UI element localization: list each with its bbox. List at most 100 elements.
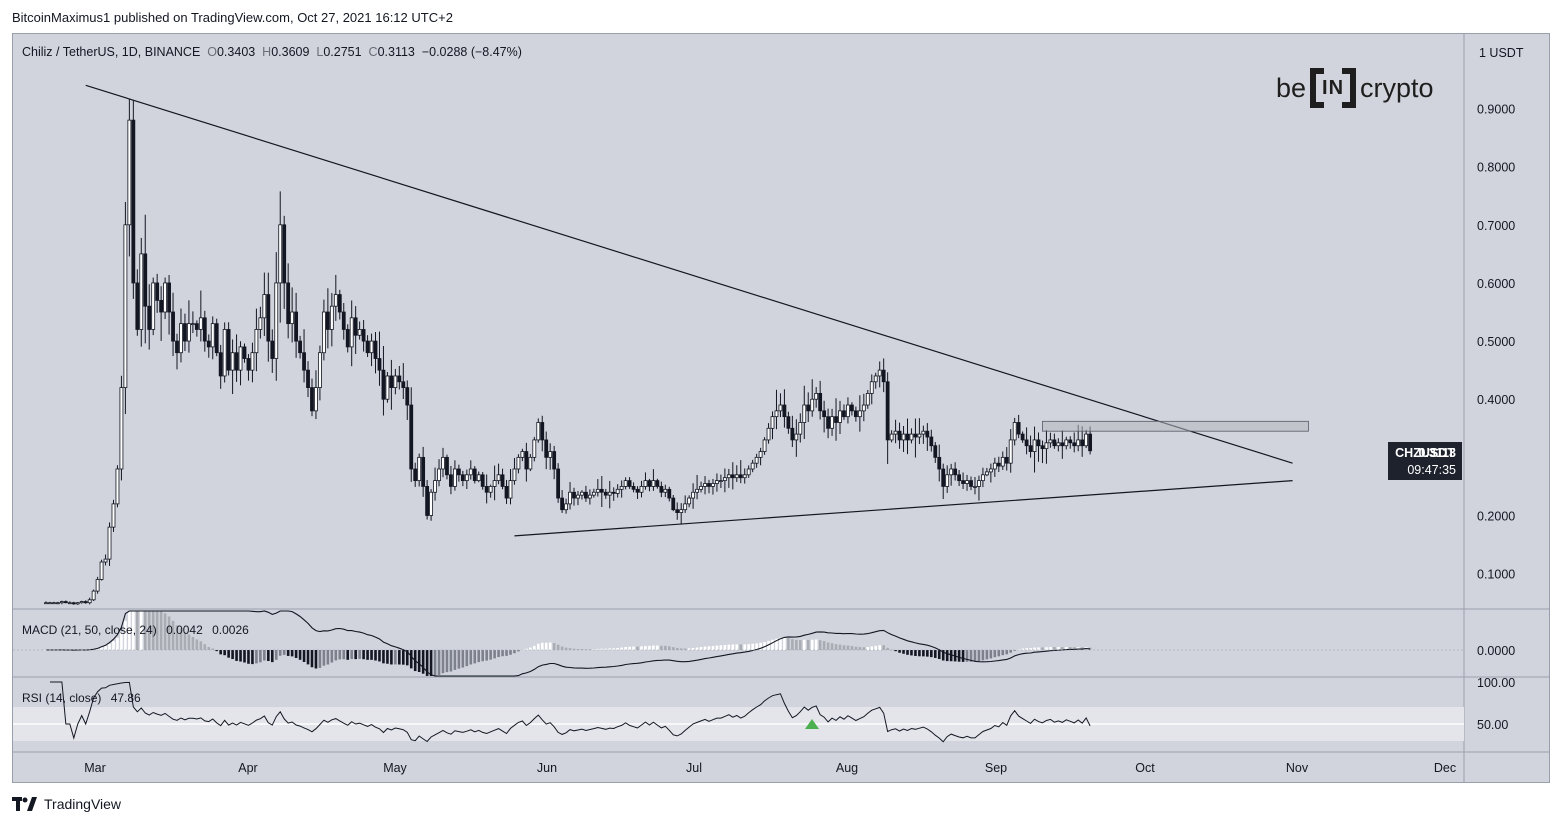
candle-body xyxy=(754,456,759,464)
macd-bar xyxy=(572,648,576,650)
macd-bar xyxy=(302,650,306,662)
candle-body xyxy=(778,404,783,412)
candle-body xyxy=(623,480,628,487)
candle-body xyxy=(591,491,596,496)
macd-bar xyxy=(1053,647,1056,650)
candle-body xyxy=(758,451,763,458)
candle-body xyxy=(869,381,874,394)
macd-bar xyxy=(251,650,254,665)
macd-bar xyxy=(755,643,758,650)
candle-body xyxy=(877,369,882,377)
macd-bar xyxy=(548,642,552,650)
macd-bar xyxy=(763,641,766,650)
candle-body xyxy=(742,474,747,479)
candle-body xyxy=(810,398,815,412)
macd-bar xyxy=(1005,650,1009,655)
candle-body xyxy=(607,491,612,496)
time-tick-label: Oct xyxy=(1135,761,1155,775)
candle-body xyxy=(560,497,564,511)
candle-body xyxy=(1044,442,1049,450)
macd-bar xyxy=(830,643,834,650)
candle-body xyxy=(536,422,541,441)
candle-body xyxy=(992,462,997,470)
candle-body xyxy=(996,462,1001,467)
candle-body xyxy=(786,416,791,429)
candle-body xyxy=(480,474,485,487)
macd-bar xyxy=(457,650,461,669)
time-axis: Mar Apr May Jun Jul Aug Sep Oct Nov Dec xyxy=(84,761,1456,775)
candle-body xyxy=(123,224,128,388)
macd-bar xyxy=(866,647,870,650)
candle-body xyxy=(719,480,723,483)
candle-body xyxy=(1060,442,1065,447)
macd-bar xyxy=(941,650,945,661)
macd-bar xyxy=(930,650,933,658)
macd-bar xyxy=(247,650,250,664)
time-tick-label: Nov xyxy=(1286,761,1309,775)
footer[interactable]: TradingView xyxy=(12,796,121,812)
candle-body xyxy=(56,602,60,605)
candle-body xyxy=(230,352,235,371)
candle-body xyxy=(647,480,652,487)
candle-body xyxy=(87,599,92,604)
candle-body xyxy=(643,480,648,487)
macd-bar xyxy=(1013,650,1016,651)
macd-bar xyxy=(151,611,155,650)
candle-body xyxy=(91,590,96,601)
macd-bar xyxy=(286,650,290,656)
time-tick-label: Sep xyxy=(985,761,1007,775)
macd-bar xyxy=(969,650,973,662)
macd-axis-zero: 0.0000 xyxy=(1477,644,1515,658)
macd-bar xyxy=(719,645,723,650)
candle-body xyxy=(818,393,823,412)
candle-body xyxy=(198,317,203,330)
candle-body xyxy=(202,317,207,342)
last-price-tag: CHZUSDT 0.3113 09:47:35 xyxy=(1388,442,1462,480)
candle-body xyxy=(147,305,152,330)
macd-bar xyxy=(322,650,326,666)
close-value: 0.3113 xyxy=(377,45,415,59)
macd-bar xyxy=(802,639,806,650)
macd-bar xyxy=(358,650,361,659)
macd-bar xyxy=(695,647,699,650)
candle-body xyxy=(381,369,386,400)
macd-bar xyxy=(501,650,504,657)
macd-bar xyxy=(890,649,893,651)
macd-bar xyxy=(596,648,600,650)
macd-bar xyxy=(910,650,913,656)
macd-bar xyxy=(386,650,389,664)
candle-body xyxy=(524,451,529,470)
macd-bar xyxy=(398,650,401,665)
macd-bar xyxy=(409,650,413,669)
macd-bar xyxy=(536,643,540,650)
macd-bar xyxy=(362,650,365,660)
macd-bar xyxy=(1057,646,1060,650)
macd-bar xyxy=(354,650,357,660)
macd-bar xyxy=(449,650,453,672)
macd-bar xyxy=(342,650,346,660)
candle-body xyxy=(1064,439,1069,447)
candle-body xyxy=(59,601,64,604)
macd-bar xyxy=(747,644,750,650)
macd-bar xyxy=(525,648,528,650)
candle-body xyxy=(603,491,608,496)
macd-bar xyxy=(405,650,409,666)
macd-bar xyxy=(874,645,878,650)
candle-body xyxy=(953,468,958,476)
macd-bar xyxy=(155,611,159,650)
macd-bar xyxy=(338,650,342,660)
candle-body xyxy=(627,480,632,487)
macd-bar xyxy=(227,650,230,658)
candle-body xyxy=(52,602,56,605)
price-tag-price: 0.3113 xyxy=(1418,446,1456,460)
macd-bar xyxy=(731,644,735,650)
candle-body xyxy=(711,483,715,487)
candle-body xyxy=(722,477,727,482)
macd-bar xyxy=(374,650,377,661)
candle-body xyxy=(75,602,80,605)
candle-body xyxy=(659,486,664,493)
macd-bar xyxy=(616,647,619,650)
macd-bar xyxy=(981,650,985,661)
candle-body xyxy=(63,601,68,604)
